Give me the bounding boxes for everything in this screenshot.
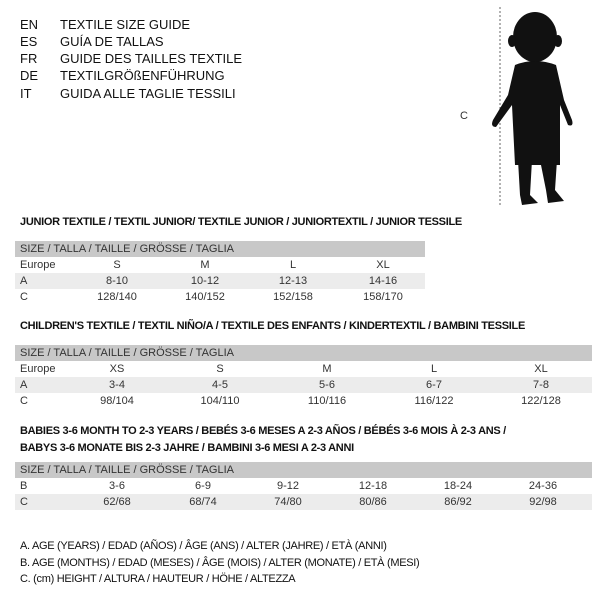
table-row: C 128/140 140/152 152/158 158/170 bbox=[20, 291, 403, 303]
table-row: A 8-10 10-12 12-13 14-16 bbox=[15, 273, 425, 289]
lang-de: DE TEXTILGRÖßENFÜHRUNG bbox=[20, 68, 225, 83]
table-row: Europe S M L XL bbox=[20, 259, 390, 271]
children-size-table: SIZE / TALLA / TAILLE / GRÖSSE / TAGLIA … bbox=[15, 345, 592, 409]
table-row: Europe XS S M L XL bbox=[20, 363, 548, 375]
babies-section-title-line2: BABYS 3-6 MONATE BIS 2-3 JAHRE / BAMBINI… bbox=[20, 442, 354, 454]
table-row: C 62/68 68/74 74/80 80/86 86/92 92/98 bbox=[15, 494, 592, 510]
table-row: C 98/104 104/110 110/116 116/122 122/128 bbox=[20, 395, 561, 407]
child-silhouette-icon: C bbox=[460, 7, 573, 205]
children-section-title: CHILDREN'S TEXTILE / TEXTIL NIÑO/A / TEX… bbox=[20, 320, 525, 332]
lang-fr: FR GUIDE DES TAILLES TEXTILE bbox=[20, 51, 243, 66]
junior-section-title: JUNIOR TEXTILE / TEXTIL JUNIOR/ TEXTILE … bbox=[20, 216, 462, 228]
lang-es: ES GUÍA DE TALLAS bbox=[20, 34, 164, 49]
table-row: B 3-6 6-9 9-12 12-18 18-24 24-36 bbox=[20, 480, 558, 492]
babies-size-table: SIZE / TALLA / TAILLE / GRÖSSE / TAGLIA … bbox=[15, 462, 592, 510]
size-header: SIZE / TALLA / TAILLE / GRÖSSE / TAGLIA bbox=[15, 241, 425, 257]
legend-c: C. (cm) HEIGHT / ALTURA / HAUTEUR / HÖHE… bbox=[20, 573, 296, 585]
lang-it: IT GUIDA ALLE TAGLIE TESSILI bbox=[20, 86, 236, 101]
lang-en: EN TEXTILE SIZE GUIDE bbox=[20, 17, 191, 32]
height-label: C bbox=[460, 110, 468, 122]
size-header: SIZE / TALLA / TAILLE / GRÖSSE / TAGLIA bbox=[15, 345, 592, 361]
legend-b: B. AGE (MONTHS) / EDAD (MESES) / ÂGE (MO… bbox=[20, 557, 420, 569]
legend-a: A. AGE (YEARS) / EDAD (AÑOS) / ÂGE (ANS)… bbox=[20, 540, 387, 552]
junior-size-table: SIZE / TALLA / TAILLE / GRÖSSE / TAGLIA … bbox=[15, 241, 425, 305]
child-silhouette-figure: C bbox=[460, 5, 595, 210]
table-row: A 3-4 4-5 5-6 6-7 7-8 bbox=[15, 377, 592, 393]
babies-section-title: BABIES 3-6 MONTH TO 2-3 YEARS / BEBÉS 3-… bbox=[20, 425, 506, 437]
size-header: SIZE / TALLA / TAILLE / GRÖSSE / TAGLIA bbox=[15, 462, 592, 478]
